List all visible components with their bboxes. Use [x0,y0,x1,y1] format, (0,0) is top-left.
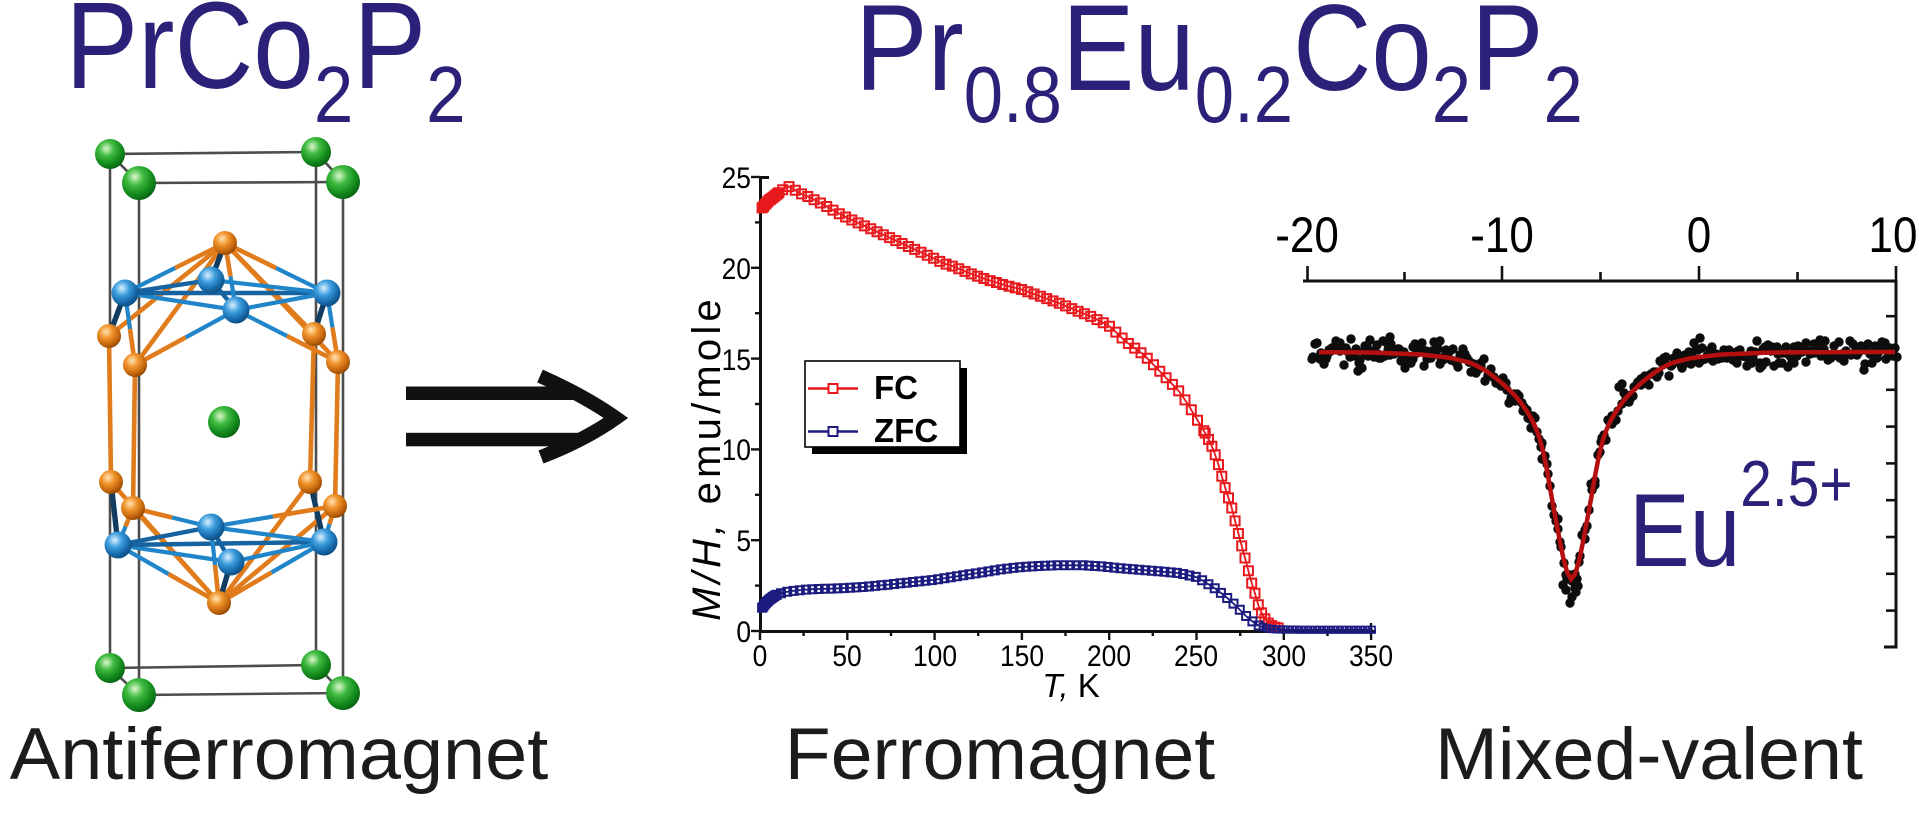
svg-text:ZFC: ZFC [874,412,938,449]
svg-text:Pr0.8Eu0.2Co2P2: Pr0.8Eu0.2Co2P2 [855,0,1583,139]
svg-text:250: 250 [1174,638,1218,672]
svg-text:-10: -10 [1470,206,1534,262]
svg-text:Eu2.5+: Eu2.5+ [1629,447,1853,588]
svg-text:150: 150 [1000,638,1044,672]
svg-text:10: 10 [722,432,751,466]
svg-text:5: 5 [736,523,751,557]
svg-text:0: 0 [736,614,751,648]
svg-text:350: 350 [1349,638,1393,672]
svg-text:Ferromagnet: Ferromagnet [785,713,1216,795]
svg-text:Mixed-valent: Mixed-valent [1435,713,1863,795]
svg-text:Antiferromagnet: Antiferromagnet [10,713,549,794]
svg-text:200: 200 [1087,638,1131,672]
svg-text:-20: -20 [1275,206,1339,262]
svg-text:0: 0 [753,638,768,672]
svg-text:T, K: T, K [1042,667,1099,704]
svg-text:300: 300 [1262,638,1306,672]
svg-text:15: 15 [722,342,751,376]
svg-text:PrCo2P2: PrCo2P2 [65,0,465,140]
svg-text:100: 100 [913,638,957,672]
svg-text:0: 0 [1687,206,1711,262]
svg-text:50: 50 [832,638,861,672]
svg-text:10: 10 [1869,206,1918,262]
svg-text:20: 20 [722,251,751,285]
svg-text:FC: FC [874,369,918,406]
svg-text:25: 25 [722,160,751,194]
svg-text:M/H, emu/mole: M/H, emu/mole [685,295,729,621]
